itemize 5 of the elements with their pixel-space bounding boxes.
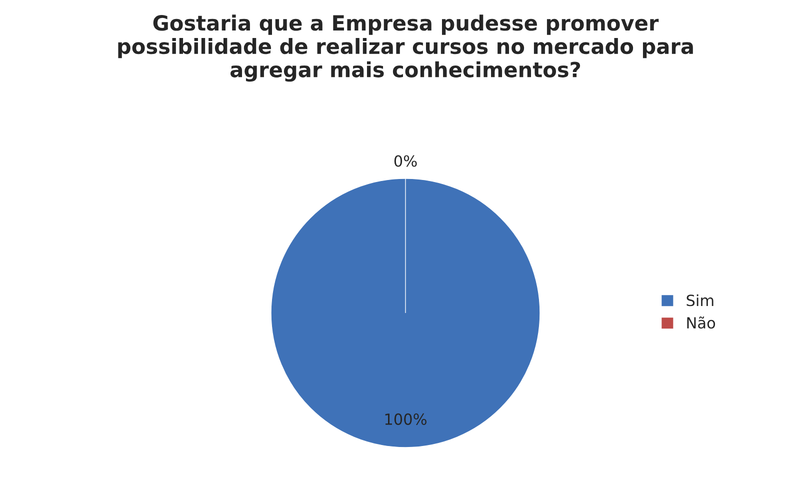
legend-label: Sim: [686, 294, 714, 306]
legend-label: Não: [687, 316, 716, 329]
text: 0%: [394, 155, 417, 167]
chart-title: Gostaria que a Empresa pudesse promover possibilidade de realizar cursos no mercado para agregar mais conhecimentos?: [118, 14, 693, 82]
data-label: 100%: [385, 413, 426, 425]
